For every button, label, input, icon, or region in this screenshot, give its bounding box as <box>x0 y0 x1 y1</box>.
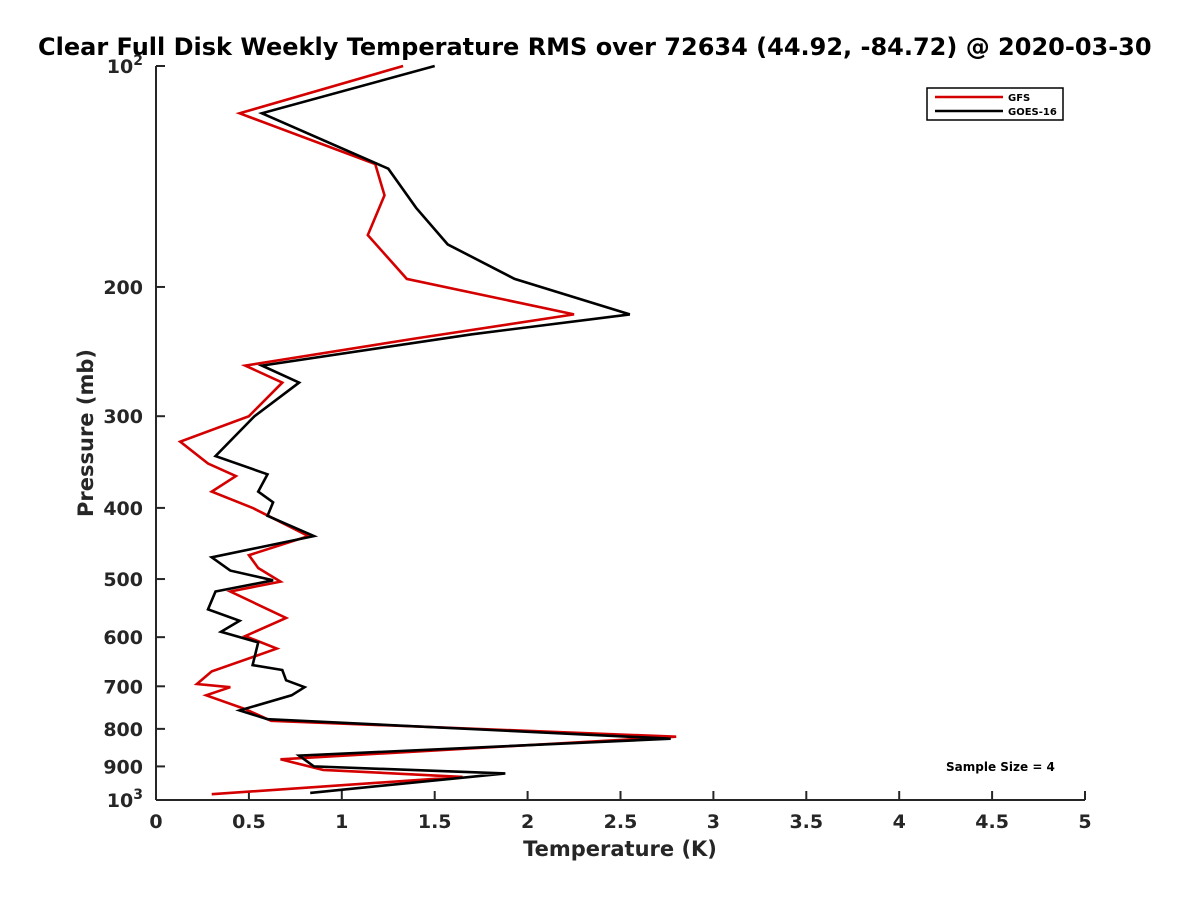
legend-box <box>926 87 1064 121</box>
legend-label-gfs: GFS <box>1008 93 1030 104</box>
y-tick-label: 900 <box>103 756 143 778</box>
y-tick-label: 300 <box>103 406 143 428</box>
x-tick-label: 0 <box>149 811 162 833</box>
y-tick-label: 600 <box>103 627 143 649</box>
x-tick-label: 4 <box>893 811 906 833</box>
y-tick-label: 800 <box>103 719 143 741</box>
x-ticks: 0 0.5 1 1.5 2 2.5 3 3.5 4 4.5 5 <box>149 791 1092 833</box>
x-tick-label: 0.5 <box>232 811 266 833</box>
y-tick-label: 500 <box>103 569 143 591</box>
legend-label-goes16: GOES-16 <box>1008 107 1057 118</box>
x-tick-label: 3 <box>707 811 720 833</box>
x-tick-label: 2 <box>521 811 534 833</box>
y-tick-label: 103 <box>107 787 143 812</box>
x-tick-label: 1 <box>335 811 348 833</box>
x-tick-label: 4.5 <box>975 811 1009 833</box>
y-tick-label: 200 <box>103 277 143 299</box>
sample-size-annotation: Sample Size = 4 <box>946 760 1055 774</box>
x-axis-label: Temperature (K) <box>523 837 717 861</box>
y-tick-label: 400 <box>103 498 143 520</box>
y-tick-label: 102 <box>107 53 143 78</box>
y-axis-label: Pressure (mb) <box>74 349 98 517</box>
chart-title: Clear Full Disk Weekly Temperature RMS o… <box>38 33 1152 61</box>
y-tick-label: 700 <box>103 676 143 698</box>
x-tick-label: 1.5 <box>418 811 452 833</box>
x-tick-label: 5 <box>1078 811 1091 833</box>
legend: GFS GOES-16 <box>926 87 1064 121</box>
series-line-goes16 <box>206 64 671 795</box>
series-layer <box>177 64 677 796</box>
x-tick-label: 3.5 <box>789 811 823 833</box>
series-line-gfs <box>177 64 677 796</box>
y-ticks: 102 200 300 400 500 600 700 800 900 103 <box>103 53 165 812</box>
x-tick-label: 2.5 <box>604 811 638 833</box>
